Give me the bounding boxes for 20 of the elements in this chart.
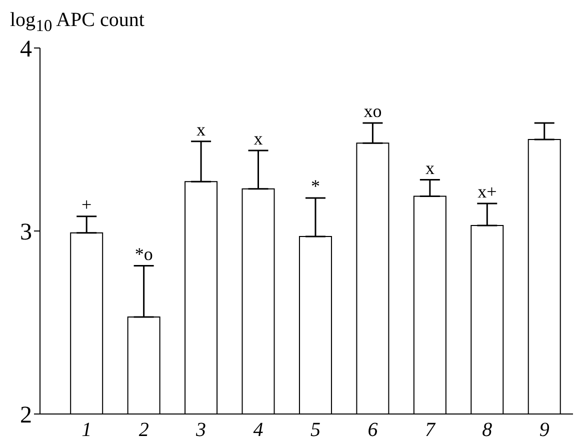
x-tick-label: 6 bbox=[368, 419, 378, 442]
y-tick-label: 4 bbox=[20, 36, 32, 63]
annotation: + bbox=[82, 194, 92, 214]
annotation: * bbox=[311, 176, 320, 196]
x-tick-label: 4 bbox=[253, 419, 264, 442]
annotation: x+ bbox=[478, 182, 497, 202]
x-tick-label: 9 bbox=[539, 419, 550, 442]
annotation: x bbox=[254, 128, 263, 148]
x-tick-label: 3 bbox=[195, 419, 206, 442]
y-tick-label: 3 bbox=[20, 220, 32, 246]
y-axis-title: log$_{10}$ APC count bbox=[9, 8, 146, 35]
x-tick-label: 1 bbox=[82, 419, 92, 442]
annotation: *o bbox=[134, 244, 153, 264]
annotation: xo bbox=[364, 101, 382, 122]
x-tick-label: 8 bbox=[482, 419, 492, 442]
annotation: x bbox=[425, 158, 434, 178]
x-tick-label: 5 bbox=[310, 419, 320, 442]
x-tick-label: 7 bbox=[424, 419, 436, 442]
annotation: x bbox=[196, 119, 206, 140]
x-tick-label: 2 bbox=[138, 419, 149, 442]
